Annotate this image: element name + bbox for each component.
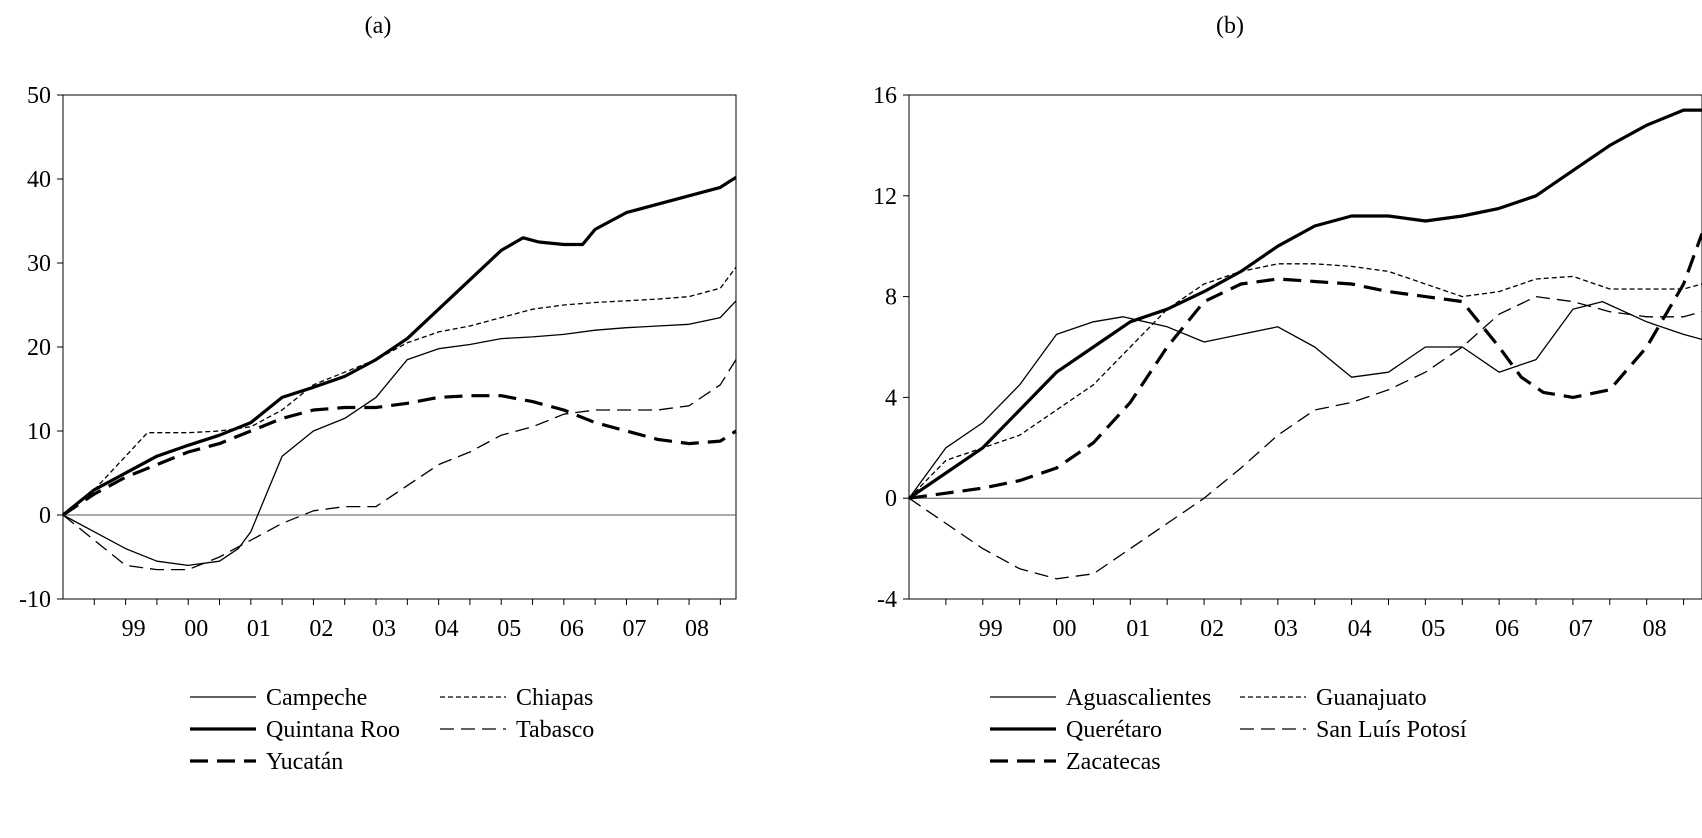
legend-label: Quintana Roo xyxy=(266,717,400,743)
legend-label: Campeche xyxy=(266,685,367,711)
series-line-san-lu-s-potos- xyxy=(908,295,1702,580)
series-line-yucat-n xyxy=(62,394,737,517)
x-tick-label: 08 xyxy=(685,616,709,642)
x-tick-label: 08 xyxy=(1643,616,1667,642)
x-tick-label: 99 xyxy=(979,616,1003,642)
x-tick-label: 99 xyxy=(122,616,146,642)
y-tick-label: 8 xyxy=(885,285,897,311)
chart-a: (a) -10 0 10 20 30 40 50 99 00 01 02 03 04 05 06 07 08 Ca… xyxy=(19,13,737,775)
x-tick-label: 05 xyxy=(1421,616,1445,642)
y-tick-label: 0 xyxy=(39,503,51,529)
legend-label: Querétaro xyxy=(1066,717,1162,743)
y-tick-label: 40 xyxy=(27,167,51,193)
y-tick-label: -4 xyxy=(877,587,897,613)
x-tick-label: 03 xyxy=(1274,616,1298,642)
legend-label: Tabasco xyxy=(516,717,594,743)
legend-label: Aguascalientes xyxy=(1066,685,1211,711)
plot-frame xyxy=(62,94,737,600)
legend-label: Guanajuato xyxy=(1316,685,1427,711)
x-tick-label: 02 xyxy=(1200,616,1224,642)
series-line-guanajuato xyxy=(908,263,1702,499)
legend-label: Yucatán xyxy=(266,749,343,775)
x-tick-label: 04 xyxy=(435,616,459,642)
x-tick-label: 02 xyxy=(309,616,333,642)
x-tick-label: 05 xyxy=(497,616,521,642)
x-tick-label: 01 xyxy=(1126,616,1150,642)
series-line-chiapas xyxy=(62,266,737,516)
series-line-quintana-roo xyxy=(61,175,737,517)
series-line-zacatecas xyxy=(908,233,1702,500)
chart-title: (b) xyxy=(1216,13,1244,39)
y-tick-label: 16 xyxy=(873,83,897,109)
y-tick-label: 4 xyxy=(885,385,897,411)
legend-label: San Luís Potosí xyxy=(1316,717,1467,743)
y-tick-label: 20 xyxy=(27,335,51,361)
y-tick-label: 10 xyxy=(27,419,51,445)
x-tick-label: 00 xyxy=(1053,616,1077,642)
series-line-aguascalientes xyxy=(908,300,1702,499)
x-tick-label: 00 xyxy=(184,616,208,642)
x-tick-label: 04 xyxy=(1348,616,1372,642)
x-tick-label: 01 xyxy=(247,616,271,642)
x-tick-label: 07 xyxy=(622,616,646,642)
x-tick-label: 06 xyxy=(1495,616,1519,642)
series-line-campeche xyxy=(62,300,737,567)
x-tick-label: 07 xyxy=(1569,616,1593,642)
series-line-quer-taro xyxy=(908,108,1702,500)
plot-area: -10 0 10 20 30 40 50 99 00 01 02 03 04 05 06 07 08 Campec… xyxy=(19,83,737,775)
plot-frame xyxy=(908,94,1702,600)
y-tick-label: -10 xyxy=(19,587,51,613)
x-tick-label: 06 xyxy=(560,616,584,642)
y-tick-label: 0 xyxy=(885,486,897,512)
series-line-tabasco xyxy=(62,359,737,571)
legend-label: Zacatecas xyxy=(1066,749,1161,775)
chart-title: (a) xyxy=(365,13,392,39)
x-tick-label: 03 xyxy=(372,616,396,642)
y-tick-label: 12 xyxy=(873,184,897,210)
y-tick-label: 50 xyxy=(27,83,51,109)
legend-label: Chiapas xyxy=(516,685,593,711)
y-tick-label: 30 xyxy=(27,251,51,277)
